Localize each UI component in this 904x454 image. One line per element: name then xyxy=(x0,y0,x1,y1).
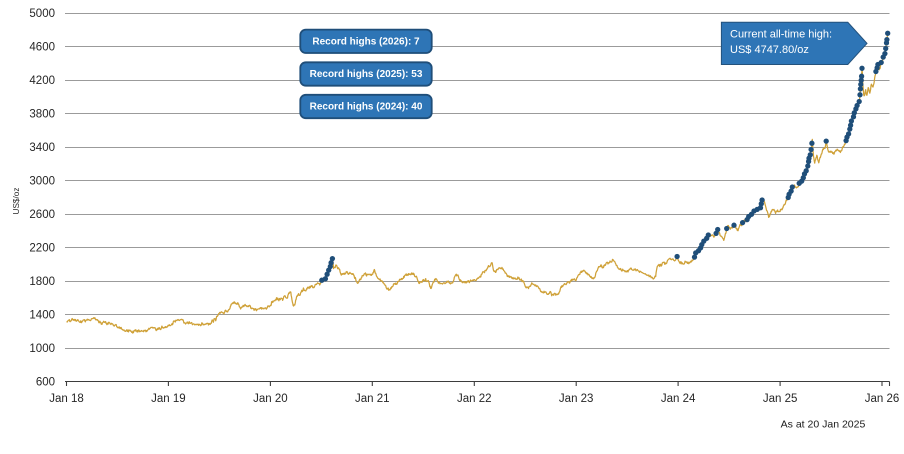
svg-text:Jan 18: Jan 18 xyxy=(49,393,84,405)
svg-text:Jan 25: Jan 25 xyxy=(763,393,798,405)
svg-text:1000: 1000 xyxy=(29,343,55,355)
svg-text:Jan 26: Jan 26 xyxy=(865,393,900,405)
svg-text:Jan 23: Jan 23 xyxy=(559,393,594,405)
svg-text:3800: 3800 xyxy=(29,109,55,121)
svg-text:US$ 4747.80/oz: US$ 4747.80/oz xyxy=(730,44,809,56)
svg-text:5000: 5000 xyxy=(29,8,55,20)
svg-text:2600: 2600 xyxy=(29,209,55,221)
svg-text:Jan 21: Jan 21 xyxy=(355,393,390,405)
svg-text:Current all-time high:: Current all-time high: xyxy=(730,29,832,41)
svg-text:1400: 1400 xyxy=(29,310,55,322)
svg-text:Record highs (2024): 40: Record highs (2024): 40 xyxy=(310,102,423,113)
svg-text:600: 600 xyxy=(36,377,55,389)
svg-text:2200: 2200 xyxy=(29,243,55,255)
svg-text:US$/oz: US$/oz xyxy=(12,188,21,215)
svg-text:Jan 22: Jan 22 xyxy=(457,393,492,405)
svg-text:4600: 4600 xyxy=(29,42,55,54)
svg-text:3400: 3400 xyxy=(29,142,55,154)
svg-text:Record highs (2025): 53: Record highs (2025): 53 xyxy=(310,69,423,80)
svg-text:Record highs (2026): 7: Record highs (2026): 7 xyxy=(312,37,420,48)
svg-text:Jan 20: Jan 20 xyxy=(253,393,288,405)
svg-text:3000: 3000 xyxy=(29,176,55,188)
svg-text:1800: 1800 xyxy=(29,276,55,288)
svg-text:4200: 4200 xyxy=(29,75,55,87)
svg-text:Jan 19: Jan 19 xyxy=(151,393,186,405)
svg-text:Jan 24: Jan 24 xyxy=(661,393,696,405)
svg-text:As at 20 Jan 2025: As at 20 Jan 2025 xyxy=(781,419,866,431)
